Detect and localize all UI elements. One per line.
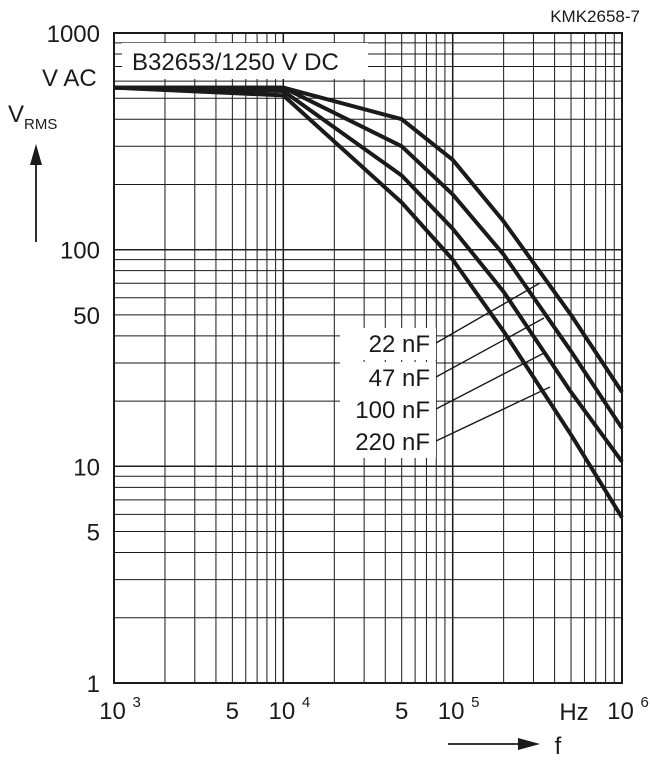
y-tick-label: 1000 xyxy=(47,21,100,48)
series-leader-line xyxy=(435,386,551,442)
series-label-background xyxy=(340,426,436,458)
x-tick-label: 10 5 xyxy=(438,694,480,725)
y-tick-label: 50 xyxy=(73,303,100,330)
x-axis-title: f xyxy=(555,733,562,760)
chart-title: B32653/1250 V DC xyxy=(132,49,339,76)
x-tick-label: 5 xyxy=(395,698,408,725)
series-label: 100 nF xyxy=(355,397,430,424)
series-line xyxy=(114,85,624,430)
x-tick-labels: 10 3 5 10 4 5 10 5 10 6 xyxy=(99,694,649,725)
x-unit-label: Hz xyxy=(559,699,588,726)
data-series xyxy=(113,85,624,519)
series-label-background xyxy=(340,394,436,426)
series-label-background xyxy=(340,362,436,394)
series-label-background xyxy=(340,328,436,360)
x-tick-label: 10 3 xyxy=(99,694,141,725)
figure-code: KMK2658-7 xyxy=(550,7,640,26)
plot-frame xyxy=(113,32,623,684)
y-axis-title-sub: RMS xyxy=(24,116,57,133)
y-tick-label: 1 xyxy=(87,671,100,698)
y-tick-label: 5 xyxy=(87,520,100,547)
series-label: 220 nF xyxy=(355,429,430,456)
y-tick-label: 100 xyxy=(60,238,100,265)
y-axis-arrow xyxy=(30,144,42,242)
title-box xyxy=(122,43,368,79)
x-tick-label: 5 xyxy=(226,698,239,725)
series-leader-line xyxy=(435,317,545,378)
series-label: 47 nF xyxy=(369,365,430,392)
series-label: 22 nF xyxy=(369,331,430,358)
y-tick-labels: 1000 100 50 10 5 1 xyxy=(47,21,100,698)
x-tick-label: 10 4 xyxy=(268,694,310,725)
y-axis-title: VRMS xyxy=(8,101,57,133)
series-line xyxy=(113,85,624,519)
y-axis-title-main: V xyxy=(8,101,24,128)
x-axis-arrow xyxy=(448,738,540,750)
x-tick-label: 10 6 xyxy=(607,694,649,725)
series-line xyxy=(113,85,624,463)
series-leader-line xyxy=(435,351,547,410)
y-unit-label: V AC xyxy=(42,65,97,92)
y-tick-label: 10 xyxy=(73,454,100,481)
series-leader-line xyxy=(435,282,541,344)
series-labels: 22 nF 47 nF 100 nF 220 nF xyxy=(340,282,551,458)
